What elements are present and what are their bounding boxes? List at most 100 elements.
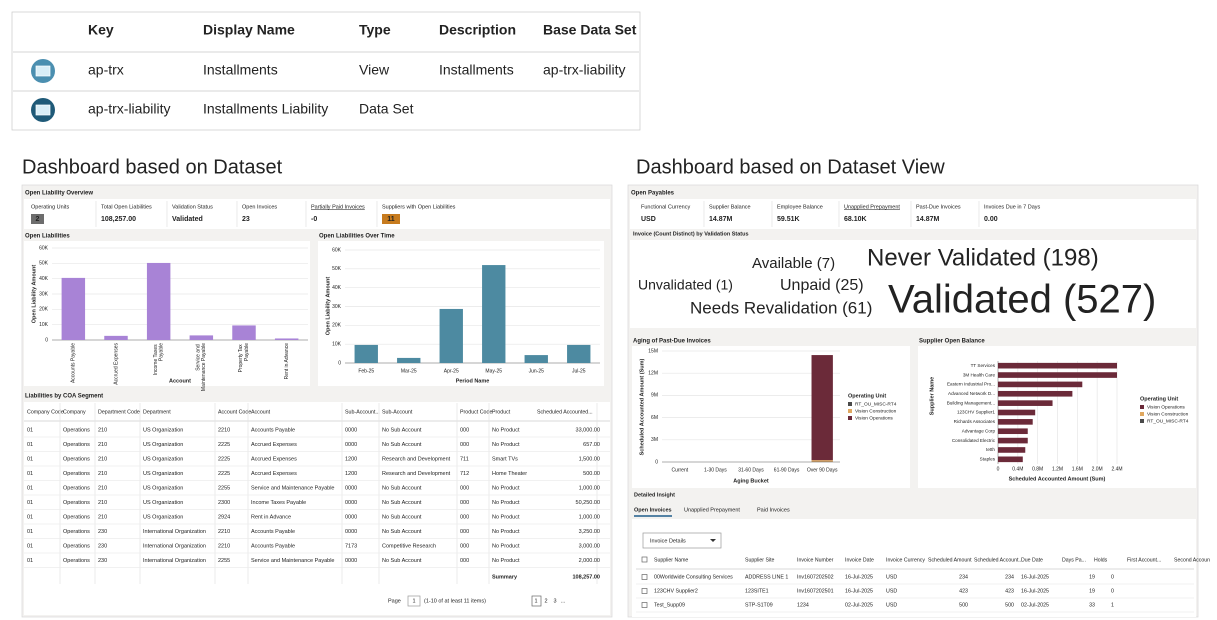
page-link[interactable]: 3: [553, 598, 556, 604]
bar-segment: [998, 428, 1028, 435]
cell: USD: [886, 602, 897, 608]
cell: International Organization: [143, 558, 206, 564]
cell: 1,000.00: [579, 485, 600, 491]
cell: 33,000.00: [576, 427, 600, 433]
legend-swatch: [848, 402, 852, 406]
cell: Service and Maintenance Payable: [251, 558, 334, 564]
cell: No Product: [492, 442, 520, 448]
cell: 123CHV Supplier2: [654, 588, 698, 594]
badge-round: [382, 214, 400, 224]
cell: 711: [460, 456, 469, 462]
metric-label: Past-Due Invoices: [916, 204, 961, 210]
table-panel: [24, 402, 610, 615]
cell: 01: [27, 514, 33, 520]
cell: Accrued Expenses: [251, 471, 297, 477]
cell: Operations: [63, 471, 90, 477]
metric-label: Supplier Balance: [709, 204, 751, 210]
x-tick-group: Property Tax Payable: [239, 343, 251, 373]
column-header: Scheduled Account...: [974, 557, 1023, 563]
table-panel: [632, 519, 1196, 617]
cell: US Organization: [143, 442, 183, 448]
bar: [104, 335, 128, 340]
bar-segment: [998, 362, 1117, 369]
cell: No Sub Account: [382, 514, 422, 520]
column-header: Base Data Set: [543, 22, 637, 38]
cell: Operations: [63, 543, 90, 549]
column-header: Department: [143, 409, 171, 415]
legend-title: Operating Unit: [1140, 396, 1178, 402]
bar-segment: [998, 409, 1036, 416]
cell: 123SITE1: [745, 588, 769, 594]
dashboard-title: Open Payables: [631, 191, 675, 197]
cell: 01: [27, 485, 33, 491]
x-tick-label: Rent in Advance: [284, 343, 290, 380]
cell: 02-Jul-2025: [845, 602, 873, 608]
cell: Income Taxes Payable: [251, 500, 306, 506]
bar-segment: [998, 419, 1033, 425]
page-link[interactable]: ...: [561, 598, 566, 604]
cell: 1,000.00: [579, 514, 600, 520]
column-header: Invoice Date: [845, 557, 874, 563]
metric-value: USD: [641, 216, 656, 223]
metric-value: Validated: [172, 216, 203, 223]
cell: Accrued Expenses: [251, 456, 297, 462]
cell: STP-S1T09: [745, 602, 773, 608]
cell: 000: [460, 514, 469, 520]
cell: Installments: [203, 62, 278, 78]
cell: ADDRESS LINE 1: [745, 574, 788, 580]
bar-segment: [998, 437, 1028, 444]
column-header: Supplier Name: [654, 557, 688, 563]
cell: 2255: [218, 485, 230, 491]
metric-label: Validation Status: [172, 204, 213, 210]
bar: [567, 344, 591, 363]
cell: Home Theater: [492, 471, 527, 477]
x-tick-label: 0.4M: [1012, 466, 1023, 472]
cell: 1200: [345, 456, 357, 462]
page-link[interactable]: 2: [544, 598, 547, 604]
bar: [354, 344, 378, 363]
metric-label: Open Invoices: [242, 204, 277, 210]
legend-entry: Vision Construction: [1147, 411, 1189, 417]
metric-label: Unapplied Prepayment: [844, 204, 900, 210]
tab[interactable]: Open Invoices: [634, 507, 672, 513]
checkbox: [641, 588, 648, 594]
metric-value: 14.87M: [916, 216, 940, 223]
dropdown-label[interactable]: Invoice Details: [650, 538, 686, 544]
metric-label: Functional Currency: [641, 204, 690, 210]
column-header: Due Date: [1021, 557, 1043, 563]
chart-title: Supplier Open Balance: [919, 339, 985, 345]
y-tick-label: tetth: [986, 447, 995, 452]
column-header: Invoice Number: [797, 557, 834, 563]
cell: 1234: [797, 602, 809, 608]
metadata-table: [11, 11, 641, 131]
metric-value: 108,257.00: [101, 216, 136, 223]
cell: 01: [27, 558, 33, 564]
cell: Operations: [63, 558, 90, 564]
y-tick-label: 0: [45, 337, 48, 343]
page-link[interactable]: 1: [534, 598, 537, 604]
x-tick-label: Income Taxes Payable: [153, 343, 165, 375]
cell: Smart TVs: [492, 456, 518, 462]
metric-value: 0.00: [984, 216, 998, 223]
panel-title: Invoice (Count Distinct) by Validation S…: [633, 231, 749, 237]
cell: 0000: [345, 500, 357, 506]
cell: 210: [98, 442, 107, 448]
metric-label: Employee Balance: [777, 204, 823, 210]
cell: 01: [27, 543, 33, 549]
y-tick-label: Consolidated Electric: [952, 438, 996, 443]
y-tick-label: Advanced Network D...: [948, 391, 995, 396]
bar-segment: [811, 460, 833, 462]
legend-title: Operating Unit: [848, 393, 886, 399]
cell: 230: [98, 543, 107, 549]
cell: ap-trx-liability: [88, 101, 170, 117]
cell: Test_Supp09: [654, 602, 685, 608]
x-axis-title: Account: [169, 378, 191, 384]
cell: Operations: [63, 442, 90, 448]
panel-title: Liabilities by COA Segment: [25, 394, 103, 400]
column-header: Days Pa...: [1062, 557, 1086, 563]
cell: No Product: [492, 558, 520, 564]
tab[interactable]: Paid Invoices: [757, 507, 790, 513]
tab[interactable]: Unapplied Prepayment: [684, 507, 740, 513]
y-tick-label: 50K: [332, 266, 342, 272]
